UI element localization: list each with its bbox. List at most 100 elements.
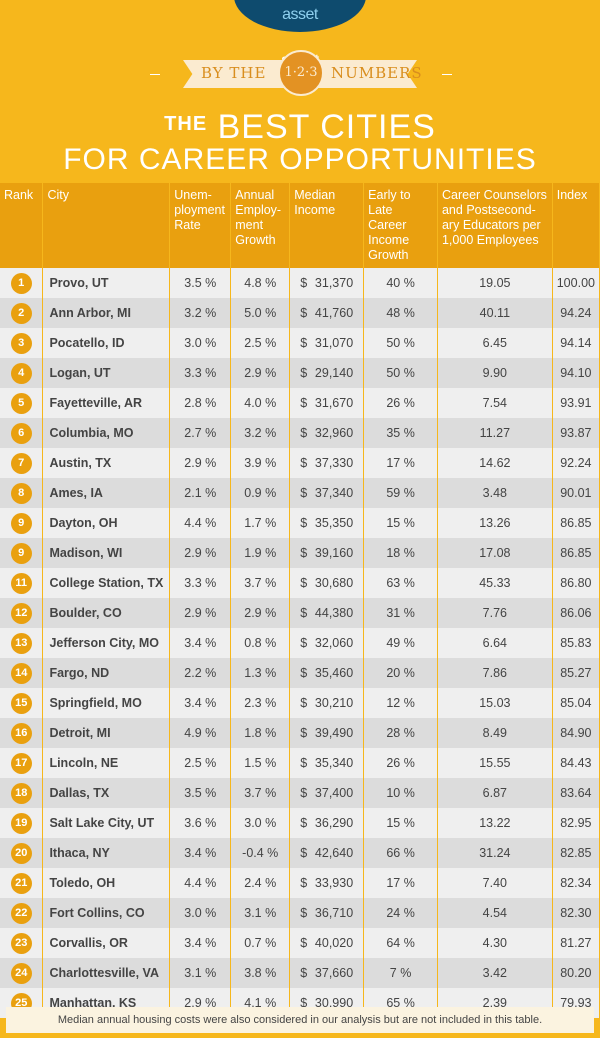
employment-growth-cell: 0.7 % — [230, 928, 291, 958]
index-cell: 82.34 — [552, 868, 600, 898]
banner-right: NUMBERS — [331, 64, 423, 82]
table-row: 2 Ann Arbor, MI 3.2 % 5.0 % $41,760 48 %… — [0, 298, 600, 328]
city-cell: College Station, TX — [42, 568, 171, 598]
income-value: 30,990 — [314, 996, 354, 1010]
median-income-cell: $30,680 — [289, 568, 365, 598]
index-cell: 80.20 — [552, 958, 600, 988]
table-row: 21 Toledo, OH 4.4 % 2.4 % $33,930 17 % 7… — [0, 868, 600, 898]
city-cell: Toledo, OH — [42, 868, 171, 898]
income-value: 32,060 — [314, 636, 354, 650]
column-header: Annual Employ-ment Growth — [230, 183, 291, 268]
column-header: Career Counselors and Postsecond-ary Edu… — [437, 183, 553, 268]
income-growth-cell: 20 % — [363, 658, 438, 688]
unemployment-cell: 3.6 % — [169, 808, 232, 838]
table-row: 7 Austin, TX 2.9 % 3.9 % $37,330 17 % 14… — [0, 448, 600, 478]
index-cell: 100.00 — [552, 268, 600, 298]
employment-growth-cell: 3.0 % — [230, 808, 291, 838]
rank-badge: 2 — [10, 302, 32, 324]
income-growth-cell: 48 % — [363, 298, 438, 328]
column-header: Rank — [0, 183, 44, 268]
index-cell: 92.24 — [552, 448, 600, 478]
income-growth-cell: 49 % — [363, 628, 438, 658]
income-growth-cell: 17 % — [363, 868, 438, 898]
city-cell: Jefferson City, MO — [42, 628, 171, 658]
rank-cell: 25 — [0, 988, 44, 1018]
currency-symbol: $ — [300, 726, 308, 740]
median-income-cell: $31,670 — [289, 388, 365, 418]
city-cell: Madison, WI — [42, 538, 171, 568]
income-value: 33,930 — [314, 876, 354, 890]
income-value: 32,960 — [314, 426, 354, 440]
city-cell: Detroit, MI — [42, 718, 171, 748]
rank-cell: 6 — [0, 418, 44, 448]
counselors-cell: 40.11 — [437, 298, 553, 328]
employment-growth-cell: 3.1 % — [230, 898, 291, 928]
table-row: 11 College Station, TX 3.3 % 3.7 % $30,6… — [0, 568, 600, 598]
table-row: 23 Corvallis, OR 3.4 % 0.7 % $40,020 64 … — [0, 928, 600, 958]
income-growth-cell: 50 % — [363, 328, 438, 358]
income-growth-cell: 17 % — [363, 448, 438, 478]
rank-cell: 8 — [0, 478, 44, 508]
income-growth-cell: 50 % — [363, 358, 438, 388]
rankings-table: Rank City Unem-ployment Rate Annual Employ-… — [0, 183, 600, 1018]
rank-cell: 20 — [0, 838, 44, 868]
income-value: 37,340 — [314, 486, 354, 500]
employment-growth-cell: 4.8 % — [230, 268, 291, 298]
rank-cell: 21 — [0, 868, 44, 898]
city-cell: Dayton, OH — [42, 508, 171, 538]
currency-symbol: $ — [300, 906, 308, 920]
unemployment-cell: 3.4 % — [169, 628, 232, 658]
table-row: 13 Jefferson City, MO 3.4 % 0.8 % $32,06… — [0, 628, 600, 658]
median-income-cell: $36,290 — [289, 808, 365, 838]
employment-growth-cell: 3.2 % — [230, 418, 291, 448]
table-row: 12 Boulder, CO 2.9 % 2.9 % $44,380 31 % … — [0, 598, 600, 628]
rank-cell: 15 — [0, 688, 44, 718]
rank-cell: 7 — [0, 448, 44, 478]
counselors-cell: 3.48 — [437, 478, 553, 508]
rank-cell: 23 — [0, 928, 44, 958]
income-growth-cell: 26 % — [363, 388, 438, 418]
income-growth-cell: 64 % — [363, 928, 438, 958]
income-value: 37,660 — [314, 966, 354, 980]
median-income-cell: $40,020 — [289, 928, 365, 958]
currency-symbol: $ — [300, 396, 308, 410]
city-cell: Ann Arbor, MI — [42, 298, 171, 328]
counselors-cell: 4.30 — [437, 928, 553, 958]
median-income-cell: $31,070 — [289, 328, 365, 358]
rank-cell: 2 — [0, 298, 44, 328]
rank-cell: 1 — [0, 268, 44, 298]
income-value: 37,330 — [314, 456, 354, 470]
median-income-cell: $36,710 — [289, 898, 365, 928]
rank-cell: 17 — [0, 748, 44, 778]
employment-growth-cell: 1.9 % — [230, 538, 291, 568]
currency-symbol: $ — [300, 576, 308, 590]
median-income-cell: $35,350 — [289, 508, 365, 538]
rank-badge: 19 — [10, 812, 32, 834]
city-cell: Springfield, MO — [42, 688, 171, 718]
index-cell: 84.90 — [552, 718, 600, 748]
city-cell: Dallas, TX — [42, 778, 171, 808]
rank-badge: 24 — [10, 962, 32, 984]
income-growth-cell: 15 % — [363, 808, 438, 838]
table-row: 9 Madison, WI 2.9 % 1.9 % $39,160 18 % 1… — [0, 538, 600, 568]
counselors-cell: 19.05 — [437, 268, 553, 298]
income-growth-cell: 59 % — [363, 478, 438, 508]
city-cell: Austin, TX — [42, 448, 171, 478]
currency-symbol: $ — [300, 516, 308, 530]
city-cell: Logan, UT — [42, 358, 171, 388]
employment-growth-cell: 3.8 % — [230, 958, 291, 988]
counselors-cell: 13.26 — [437, 508, 553, 538]
employment-growth-cell: 2.9 % — [230, 598, 291, 628]
table-row: 16 Detroit, MI 4.9 % 1.8 % $39,490 28 % … — [0, 718, 600, 748]
median-income-cell: $29,140 — [289, 358, 365, 388]
income-growth-cell: 40 % — [363, 268, 438, 298]
counselors-cell: 11.27 — [437, 418, 553, 448]
median-income-cell: $35,460 — [289, 658, 365, 688]
counselors-cell: 13.22 — [437, 808, 553, 838]
rank-badge: 9 — [10, 542, 32, 564]
rank-badge: 6 — [10, 422, 32, 444]
index-cell: 94.10 — [552, 358, 600, 388]
income-growth-cell: 15 % — [363, 508, 438, 538]
rank-cell: 4 — [0, 358, 44, 388]
unemployment-cell: 3.0 % — [169, 898, 232, 928]
